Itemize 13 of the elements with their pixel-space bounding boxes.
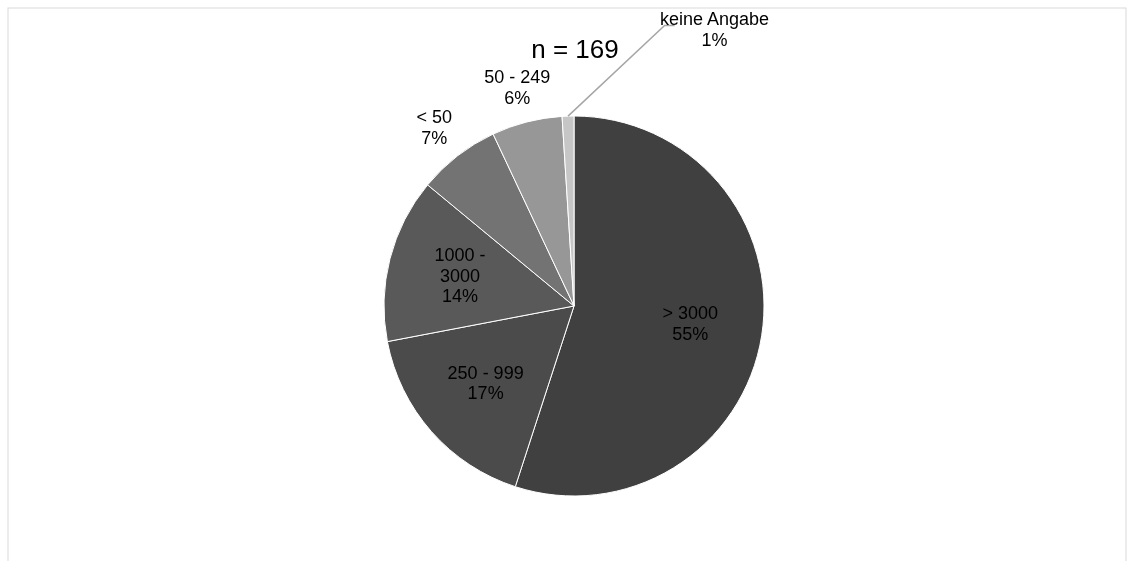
slice-label: keine Angabe [660,8,770,29]
data-label: 17% [467,383,504,403]
data-label: 14% [441,286,478,307]
slice-label: > 3000 [662,302,719,323]
slice-label: 250 - 999 [447,362,524,383]
data-label: 1% [701,29,728,50]
slice-label: 1000 - 3000 [434,244,486,286]
data-label: 7% [421,127,448,148]
data-label: 55% [672,323,709,344]
slice-label: < 50 [416,107,453,128]
slice-label: 50 - 249 [484,67,551,88]
data-label: 6% [504,87,531,108]
text: n = 169 [531,34,619,64]
